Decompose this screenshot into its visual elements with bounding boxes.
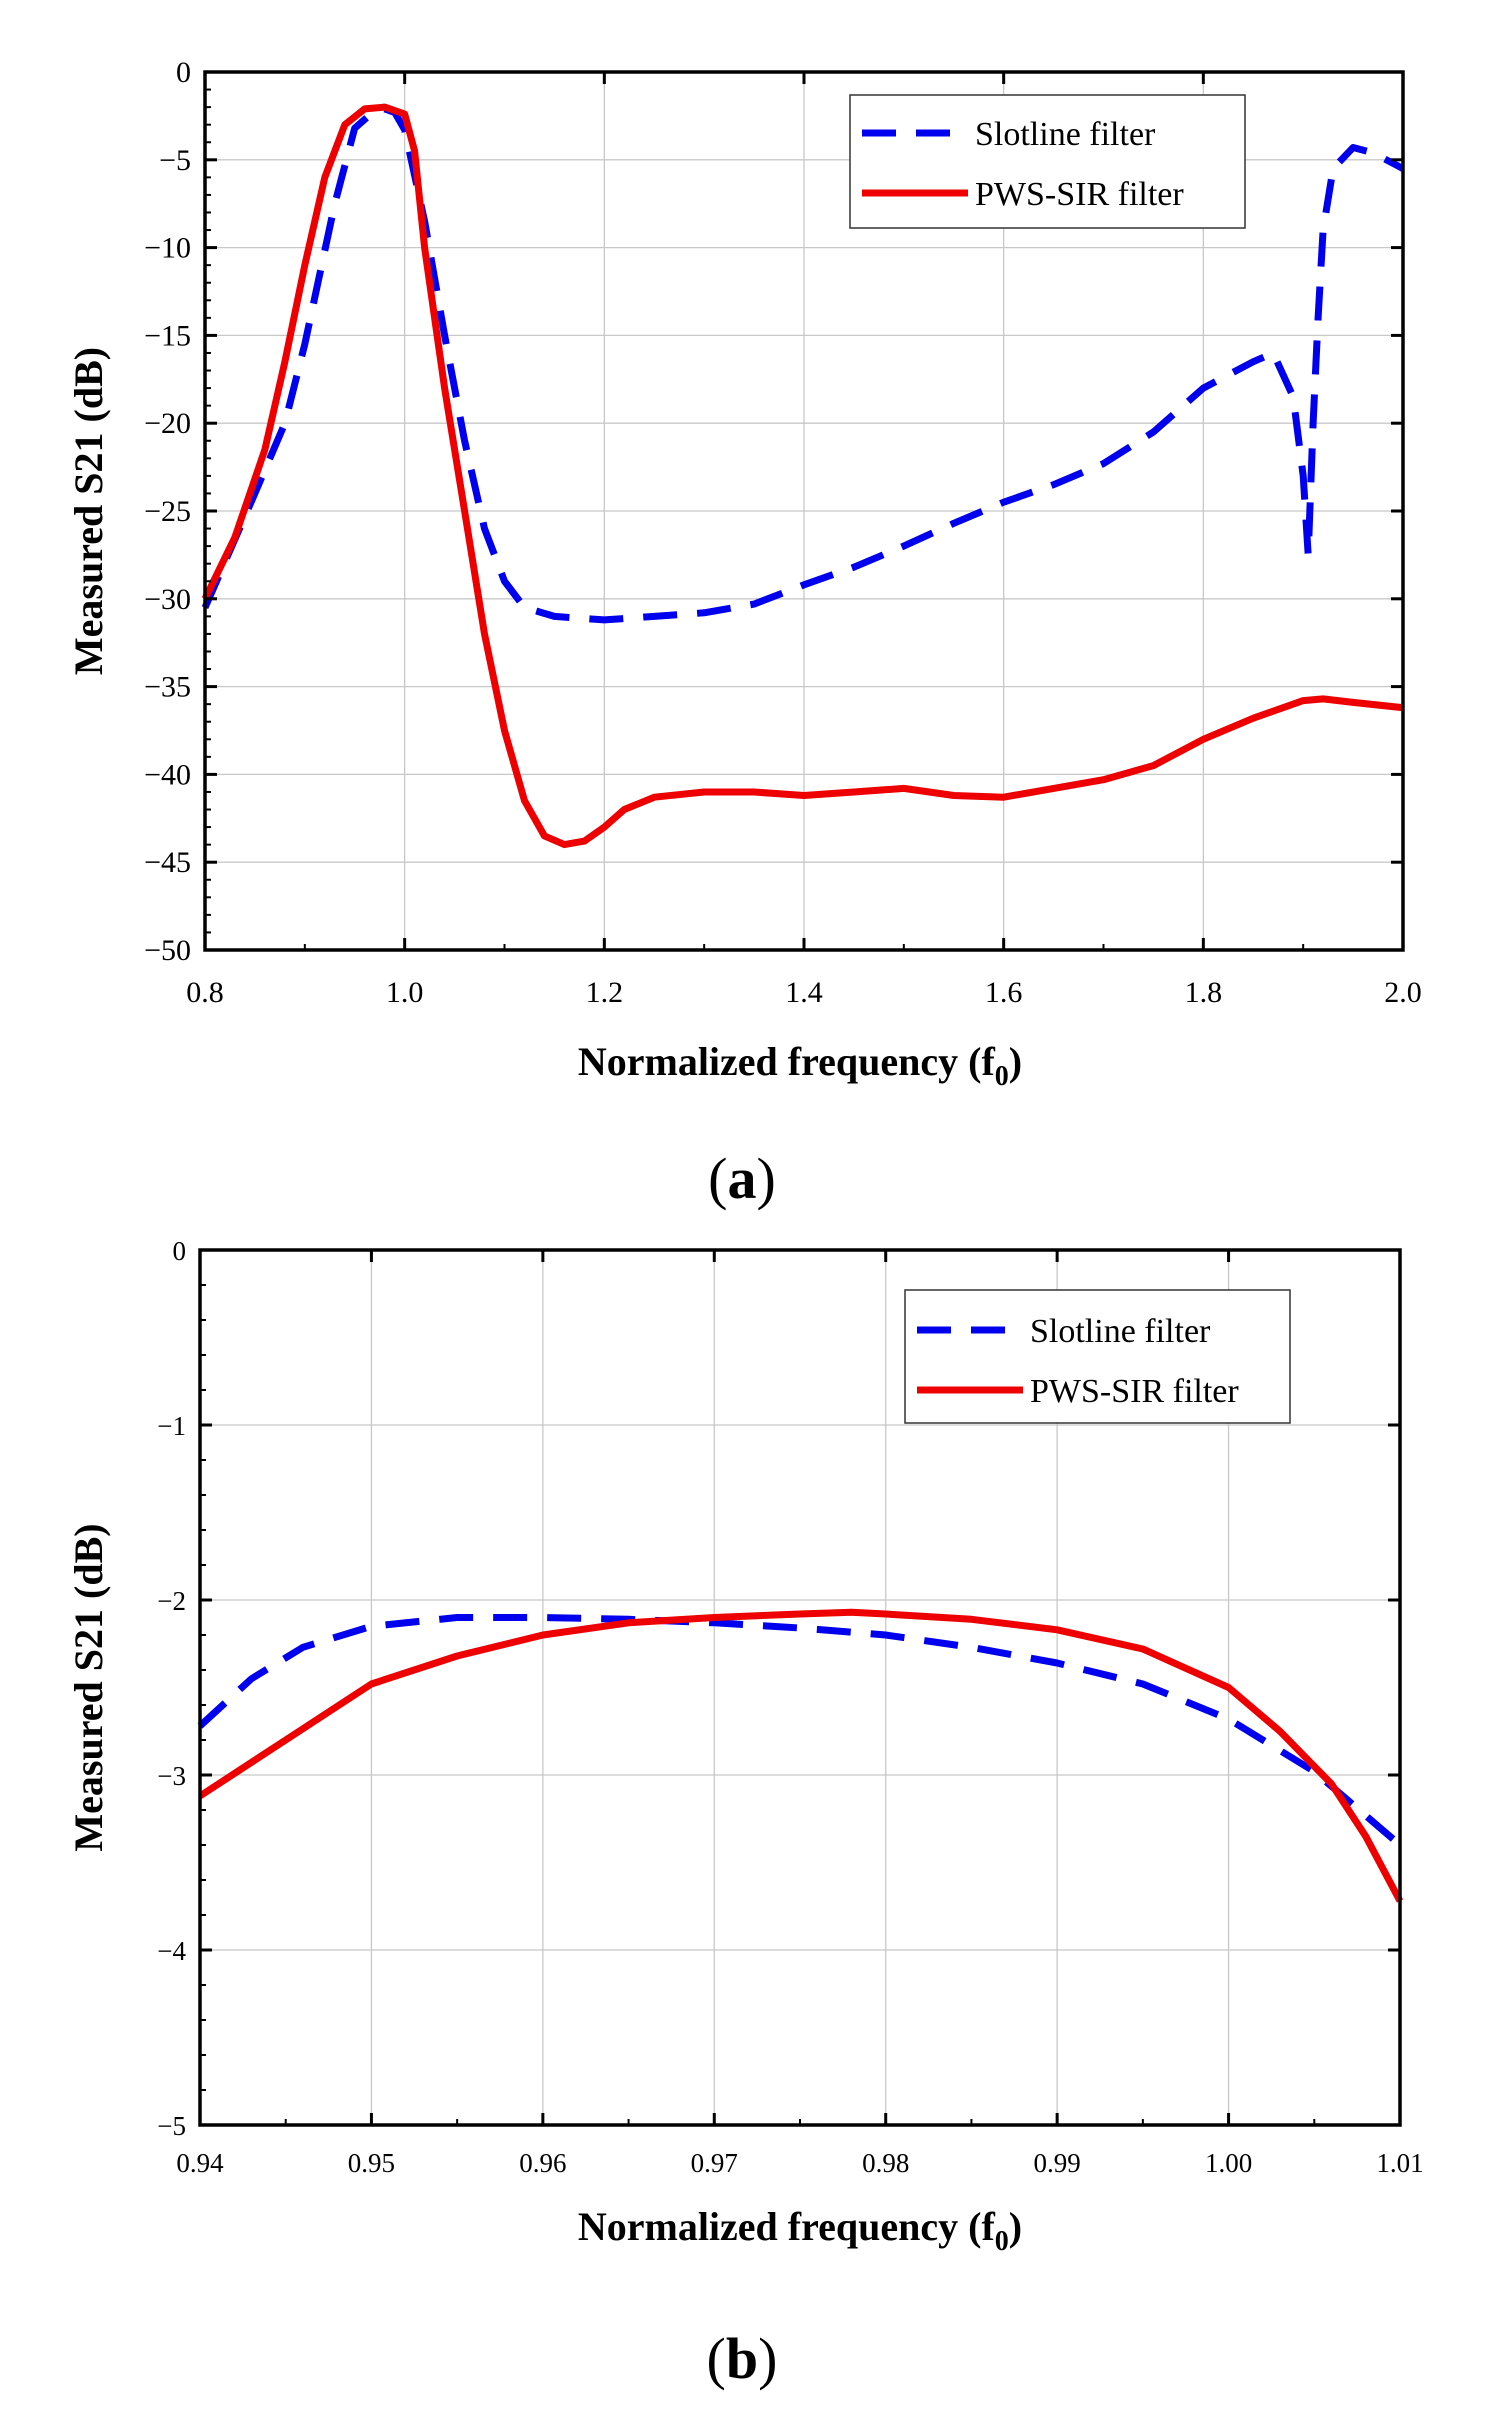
- panel-a-series-slotline-line: [201, 105, 1405, 624]
- panel-b-y-tick-label: −4: [157, 1936, 186, 1966]
- panel-a-caption-label: (a): [708, 1146, 776, 1211]
- panel-b-y-tick-label: −1: [157, 1411, 186, 1441]
- panel-b-x-axis-title-main: Normalized frequency (f: [578, 2204, 996, 2249]
- panel-a-x-tick-label: 1.2: [586, 976, 624, 1009]
- panel-a-series-pws-sir-line: [201, 103, 1404, 849]
- panel-b-x-axis-title: Normalized frequency (f0): [578, 2204, 1022, 2257]
- panel-a-x-tick-label: 1.4: [785, 976, 823, 1009]
- panel-a-legend-label-slotline: Slotline filter: [975, 116, 1156, 153]
- panel-a-y-tick-label: −5: [159, 144, 191, 177]
- panel-a-x-tick-label: 1.8: [1185, 976, 1223, 1009]
- panel-a-y-tick-label: −35: [144, 671, 191, 704]
- panel-b-x-tick-label: 1.00: [1205, 2148, 1252, 2178]
- panel-a-x-tick-label: 2.0: [1384, 976, 1422, 1009]
- panel-a-x-axis-title: Normalized frequency (f0): [578, 1039, 1022, 1092]
- panel-b-legend-label-pws-sir: PWS-SIR filter: [1030, 1373, 1239, 1410]
- panel-b-y-tick-label: −3: [157, 1761, 186, 1791]
- panel-a-y-tick-label: −25: [144, 495, 191, 528]
- panel-a-y-tick-label: −20: [144, 407, 191, 440]
- panel-a-gridlines: [205, 72, 1403, 950]
- panel-b-legend-box: [904, 1289, 1291, 1424]
- panel-b-x-axis-title-sub: 0: [995, 2226, 1009, 2257]
- panel-b-x-tick-label: 0.97: [691, 2148, 738, 2178]
- panel-a-y-tick-label: −10: [144, 232, 191, 265]
- panel-b-caption-label: (b): [707, 2326, 778, 2391]
- panel-a-y-tick-label: −15: [144, 319, 191, 352]
- panel-b-x-axis-title-close: ): [1009, 2204, 1022, 2249]
- panel-b-legend-label-slotline: Slotline filter: [1030, 1313, 1211, 1350]
- panel-b-y-tick-label: −2: [157, 1586, 186, 1616]
- panel-b-chart: 0 −1 −2 −3 −4 −5 0.94 0.95 0.96 0.97 0.98 0.99 1.00 1…: [66, 1236, 1424, 2391]
- panel-a-legend-label-pws-sir: PWS-SIR filter: [975, 176, 1184, 213]
- panel-b-x-tick-label: 0.94: [176, 2148, 224, 2178]
- panel-a-y-tick-label: 0: [176, 56, 191, 89]
- panel-a-legend: Slotline filter PWS-SIR filter: [849, 94, 1246, 229]
- panel-b-y-axis-title: Measured S21 (dB): [66, 1523, 111, 1851]
- panel-b-x-tick-label: 0.99: [1034, 2148, 1081, 2178]
- panel-b-legend: Slotline filter PWS-SIR filter: [904, 1289, 1291, 1424]
- panel-a-x-tick-label: 0.8: [186, 976, 224, 1009]
- panel-a-ticks: [203, 70, 1405, 952]
- panel-b-x-tick-label: 1.01: [1376, 2148, 1423, 2178]
- panel-b-x-tick-label: 0.95: [348, 2148, 395, 2178]
- panel-b-x-tick-label: 0.96: [519, 2148, 566, 2178]
- panel-b-series-slotline-line: [197, 1614, 1403, 1848]
- panel-a-x-axis-title-close: ): [1009, 1039, 1022, 1084]
- panel-a-y-tick-label: −50: [144, 934, 191, 967]
- panel-b-ticks: [198, 1248, 1402, 2127]
- panel-b-y-tick-label: −5: [157, 2111, 186, 2141]
- panel-b-x-tick-label: 0.98: [862, 2148, 909, 2178]
- panel-a-chart: 0 −5 −10 −15 −20 −25 −30 −35 −40 −45 −50 0.8 1.0 1.2 1…: [66, 56, 1422, 1211]
- panel-b-y-tick-label: 0: [173, 1236, 187, 1266]
- panel-b-series-pws-sir-line: [198, 1608, 1404, 1903]
- panel-a-y-axis-title: Measured S21 (dB): [66, 347, 111, 675]
- panel-a-legend-box: [849, 94, 1246, 229]
- panel-a-x-axis-title-sub: 0: [995, 1061, 1009, 1092]
- panel-a-y-tick-label: −40: [144, 758, 191, 791]
- panel-a-x-axis-title-main: Normalized frequency (f: [578, 1039, 996, 1084]
- panel-a-y-tick-label: −45: [144, 846, 191, 879]
- panel-a-x-tick-label: 1.0: [386, 976, 424, 1009]
- panel-a-x-tick-label: 1.6: [985, 976, 1023, 1009]
- panel-a-y-tick-label: −30: [144, 583, 191, 616]
